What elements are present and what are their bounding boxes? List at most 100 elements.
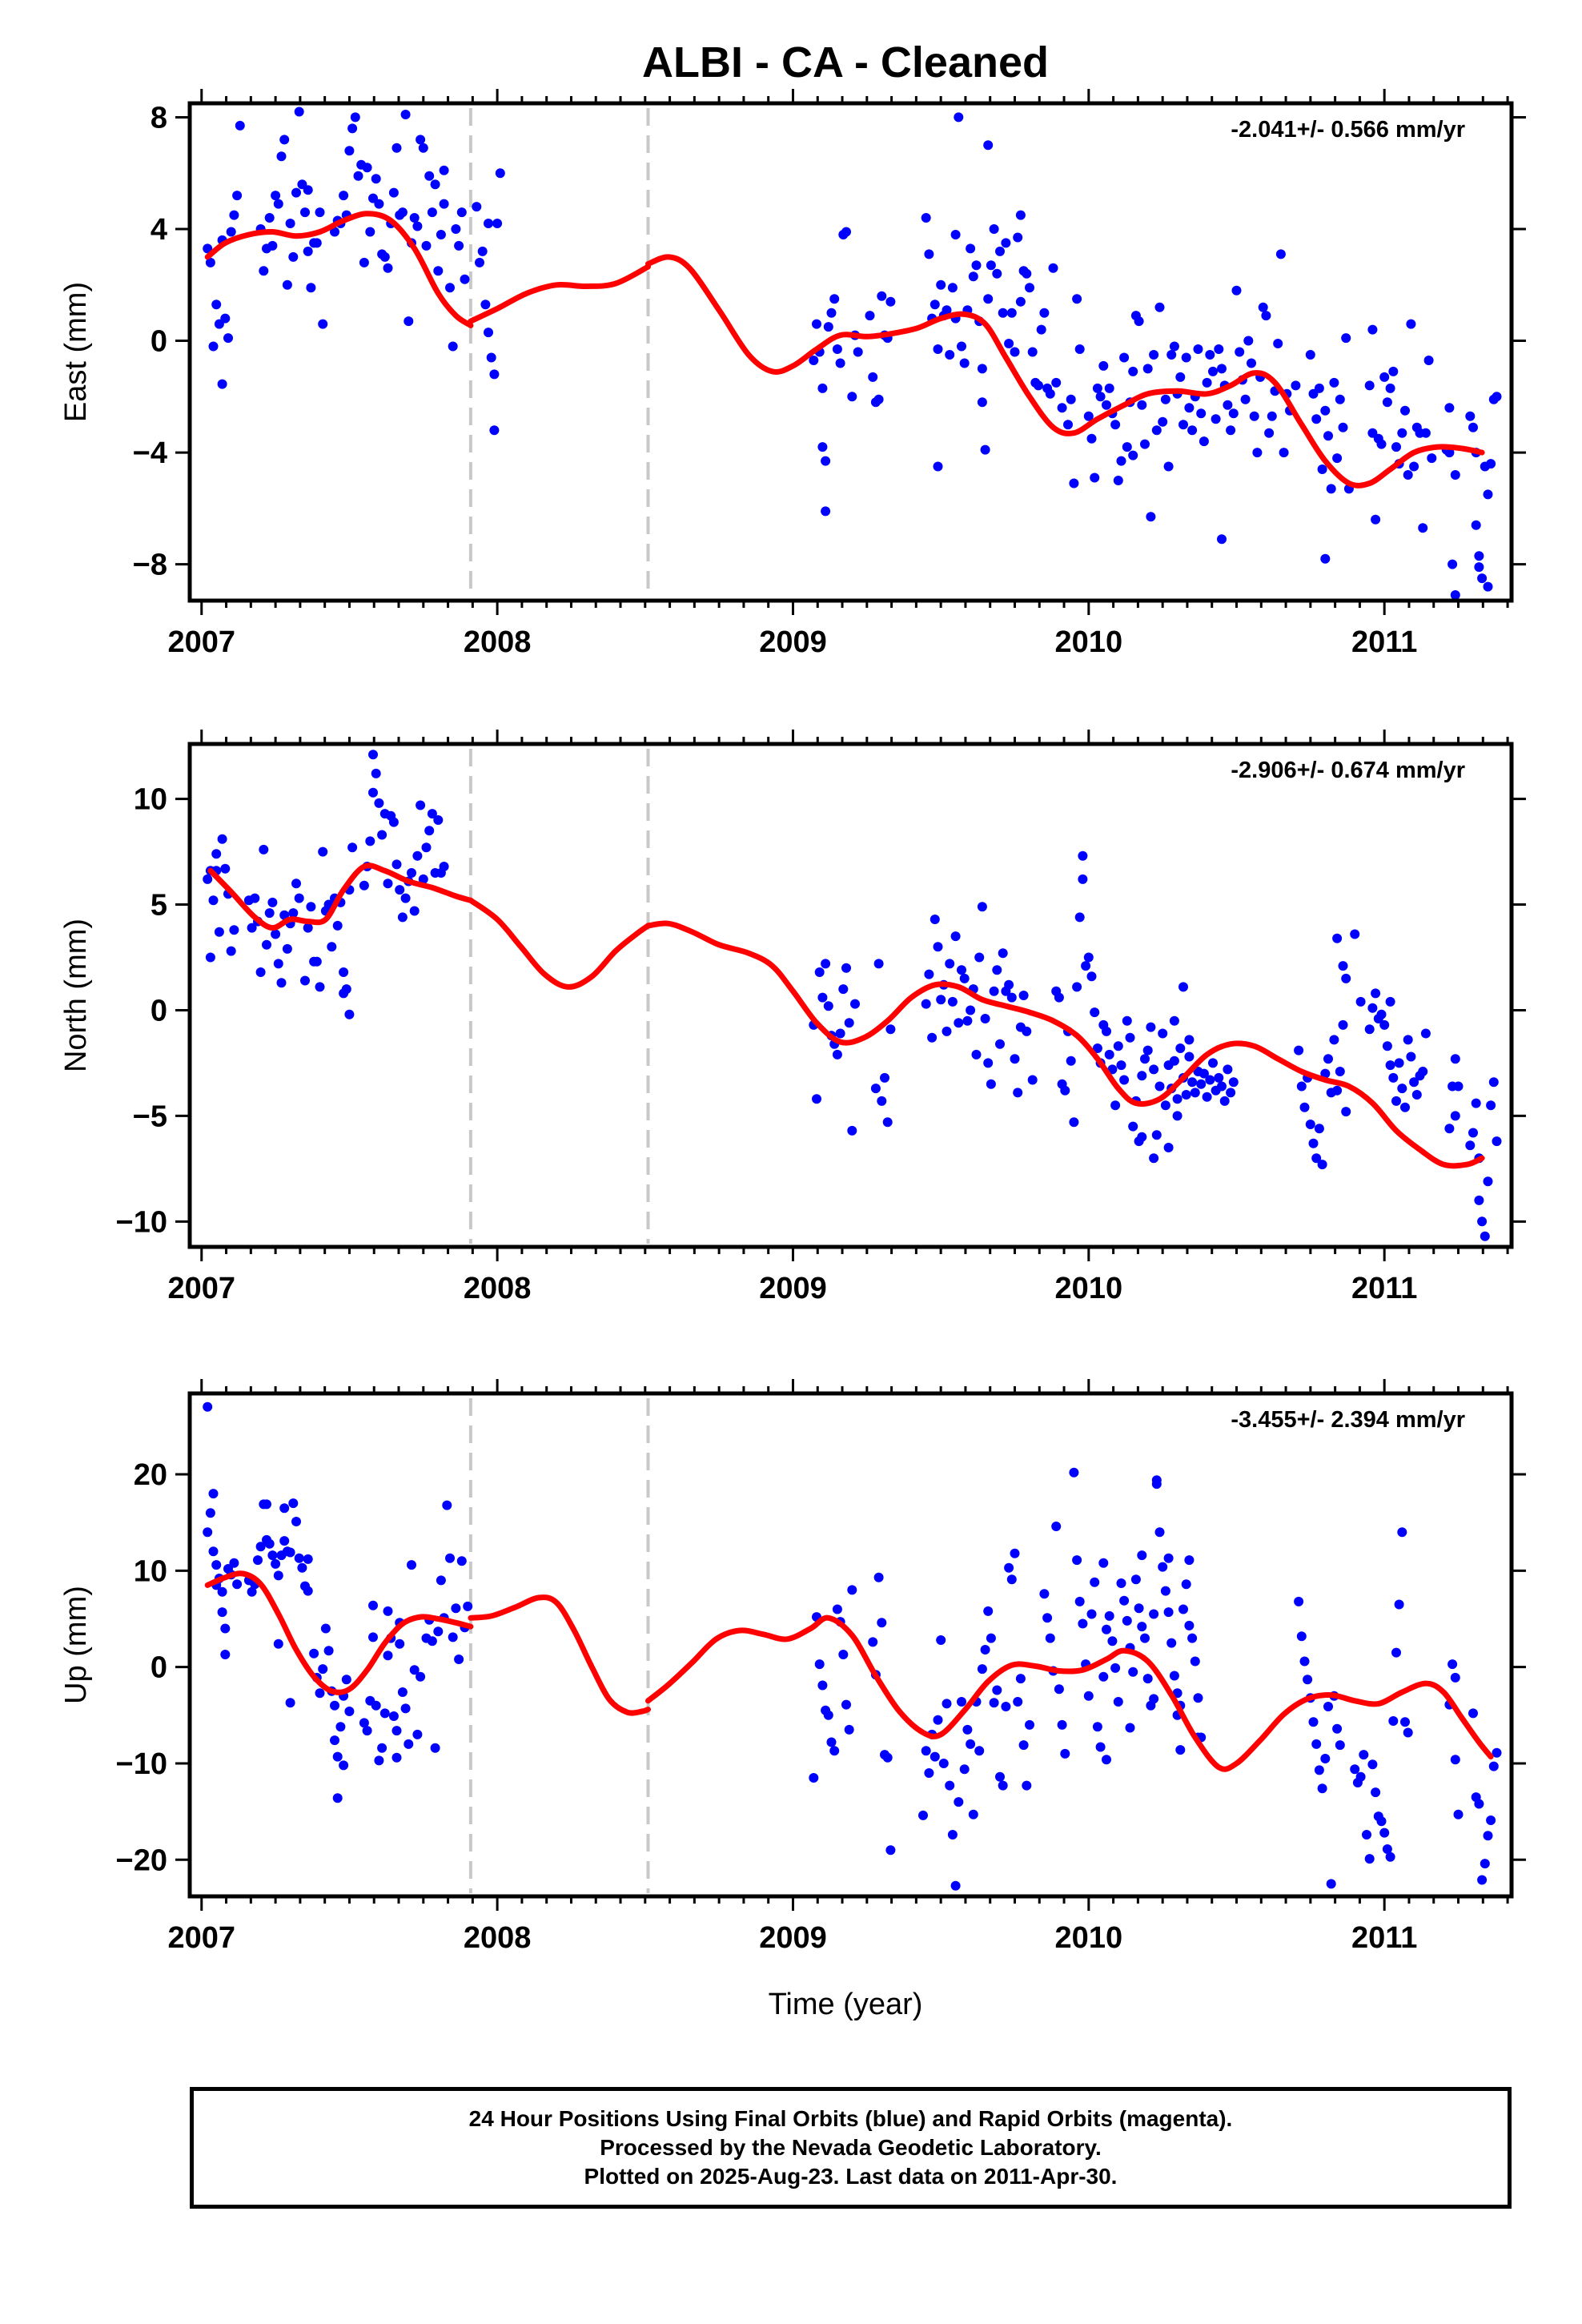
data-point xyxy=(262,939,271,950)
data-point xyxy=(318,319,328,329)
data-point xyxy=(323,1646,334,1656)
data-point xyxy=(880,1072,889,1083)
data-point xyxy=(1025,1719,1034,1730)
data-point xyxy=(1078,874,1088,884)
y-tick-label: 0 xyxy=(151,994,167,1027)
data-point xyxy=(1450,590,1460,600)
data-point xyxy=(877,291,887,301)
data-point xyxy=(1072,982,1082,992)
data-point xyxy=(1006,992,1017,1003)
data-point xyxy=(255,967,266,977)
data-point xyxy=(1069,478,1079,489)
data-point xyxy=(211,300,222,310)
data-point xyxy=(492,219,503,228)
data-point xyxy=(1411,1090,1422,1100)
data-point xyxy=(1116,456,1126,466)
data-point xyxy=(1465,1140,1476,1151)
data-point xyxy=(829,294,840,304)
data-point xyxy=(271,929,281,939)
data-point xyxy=(1113,1697,1123,1707)
data-point xyxy=(456,1556,467,1566)
data-point xyxy=(1208,1058,1218,1068)
data-point xyxy=(873,1572,884,1582)
y-axis-label: East (mm) xyxy=(59,282,93,422)
data-point xyxy=(374,798,384,808)
x-tick-label: 2009 xyxy=(759,1272,827,1305)
data-point xyxy=(980,1645,990,1655)
data-point xyxy=(1450,1672,1460,1683)
data-point xyxy=(1243,336,1254,346)
data-point xyxy=(267,1550,278,1561)
data-point xyxy=(1391,1647,1401,1658)
data-point xyxy=(1323,1054,1333,1064)
y-axis-label: North (mm) xyxy=(59,919,93,1072)
data-point xyxy=(853,347,863,357)
data-point xyxy=(439,199,449,209)
data-point xyxy=(1107,1636,1118,1647)
data-point xyxy=(433,266,444,276)
data-point xyxy=(930,1751,940,1762)
y-tick-label: 0 xyxy=(151,1651,167,1685)
data-point xyxy=(966,243,976,254)
data-point xyxy=(1149,1153,1159,1164)
data-point xyxy=(1235,347,1245,357)
data-point xyxy=(1376,1009,1387,1019)
data-point xyxy=(962,1015,973,1026)
data-point xyxy=(1134,316,1144,327)
data-point xyxy=(986,260,996,271)
data-point xyxy=(998,308,1008,318)
footer-info-box: 24 Hour Positions Using Final Orbits (bl… xyxy=(190,2087,1512,2209)
data-point xyxy=(1060,1085,1070,1096)
data-point xyxy=(1045,388,1055,399)
data-point xyxy=(1486,459,1496,469)
data-point xyxy=(416,135,426,145)
data-point xyxy=(424,171,435,181)
data-point xyxy=(436,1575,446,1586)
data-point xyxy=(1128,450,1138,460)
data-point xyxy=(1169,341,1179,352)
data-point xyxy=(1154,302,1165,312)
data-point xyxy=(412,1729,423,1739)
data-point xyxy=(1063,420,1073,430)
rate-annotation: -2.041+/- 0.566 mm/yr xyxy=(1231,117,1465,143)
data-point xyxy=(1158,1562,1168,1572)
data-point xyxy=(303,1586,313,1596)
x-tick-label: 2011 xyxy=(1351,1272,1417,1305)
data-point xyxy=(1335,1740,1345,1751)
y-tick-label: −4 xyxy=(133,436,167,470)
data-point xyxy=(318,1664,328,1675)
data-point xyxy=(1178,1604,1188,1614)
y-tick-label: 10 xyxy=(134,1554,167,1588)
data-point xyxy=(395,885,405,895)
data-point xyxy=(1122,442,1132,452)
data-point xyxy=(1102,1755,1111,1765)
data-point xyxy=(391,1726,402,1736)
data-point xyxy=(1382,397,1392,408)
data-point xyxy=(229,1558,239,1568)
data-point xyxy=(288,908,299,919)
y-tick-label: −10 xyxy=(116,1747,167,1781)
data-point xyxy=(1397,1084,1407,1094)
data-point xyxy=(1403,470,1413,480)
data-point xyxy=(1122,1615,1132,1626)
data-point xyxy=(1057,1719,1067,1730)
data-point xyxy=(1187,1077,1198,1088)
data-point xyxy=(977,902,987,912)
data-point xyxy=(809,356,819,365)
data-point xyxy=(1453,1809,1464,1819)
data-point xyxy=(279,1536,290,1546)
data-point xyxy=(1054,992,1064,1003)
data-point xyxy=(303,923,313,933)
data-point xyxy=(1231,285,1242,296)
data-point xyxy=(1379,1019,1390,1030)
data-point xyxy=(1376,439,1387,449)
data-point xyxy=(1488,1761,1499,1771)
data-point xyxy=(1382,1844,1392,1854)
data-point xyxy=(208,1489,219,1499)
data-point xyxy=(489,425,500,436)
y-tick-label: −10 xyxy=(116,1205,167,1239)
data-point xyxy=(1477,1875,1488,1885)
data-point xyxy=(1332,1085,1343,1096)
data-point xyxy=(1341,973,1351,983)
